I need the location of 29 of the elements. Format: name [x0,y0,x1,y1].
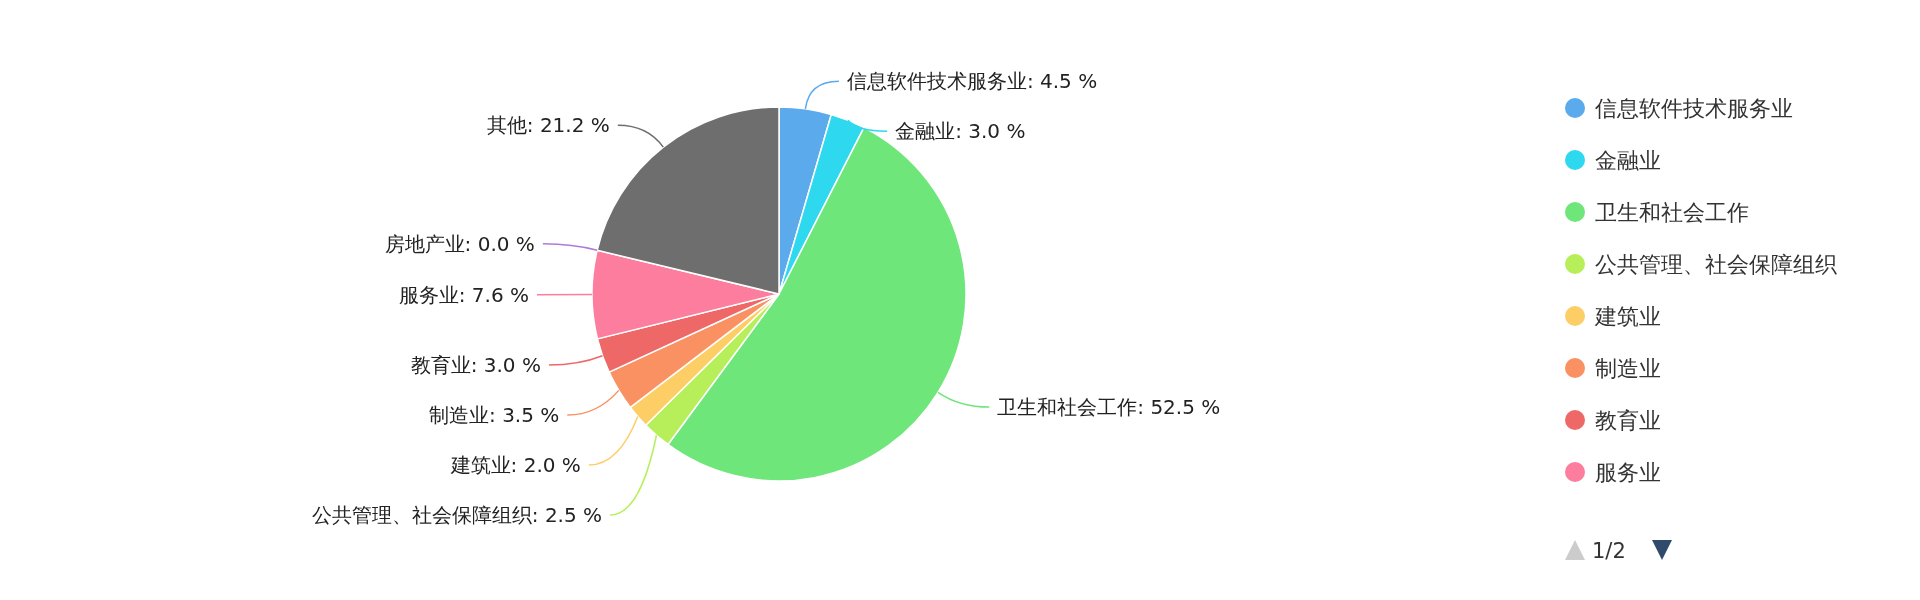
slice-label: 教育业 [410,353,471,378]
legend-label: 信息软件技术服务业 [1595,96,1793,121]
slice-label: 卫生和社会工作 [997,395,1138,420]
data-label: : 2.0 % [510,453,581,478]
data-label: : 3.0 % [470,353,541,378]
legend-label: 建筑业 [1594,304,1661,329]
legend-pager: 1/2 [1565,539,1672,563]
slice-label: 服务业 [398,282,459,307]
slice-label: 信息软件技术服务业 [846,69,1027,94]
text: : 0.0 % [464,231,535,256]
legend-label: 金融业 [1595,148,1661,173]
data-label: : 21.2 % [526,113,610,138]
slice-label: 建筑业 [449,453,511,478]
data-label: : 2.5 % [531,503,603,528]
data-label: : 7.6 % [458,282,529,307]
data-label: : 52.5 % [1137,395,1221,420]
legend-label: 公共管理、社会保障组织 [1595,252,1837,277]
slice-label: 金融业 [895,119,956,144]
legend-label: 教育业 [1595,408,1661,433]
data-label: : 3.5 % [489,403,560,428]
slice-label: 公共管理、社会保障组织 [311,503,532,528]
data-label: : 3.0 % [955,119,1026,144]
data-label: : 4.5 % [1026,69,1098,94]
slice-label: 其他 [486,113,527,138]
slice-label: 制造业 [429,403,490,428]
legend-label: 制造业 [1595,356,1661,381]
category-label: 房地产业 [384,231,465,256]
legend-label: 服务业 [1595,460,1661,485]
legend-label: 卫生和社会工作 [1595,200,1749,225]
